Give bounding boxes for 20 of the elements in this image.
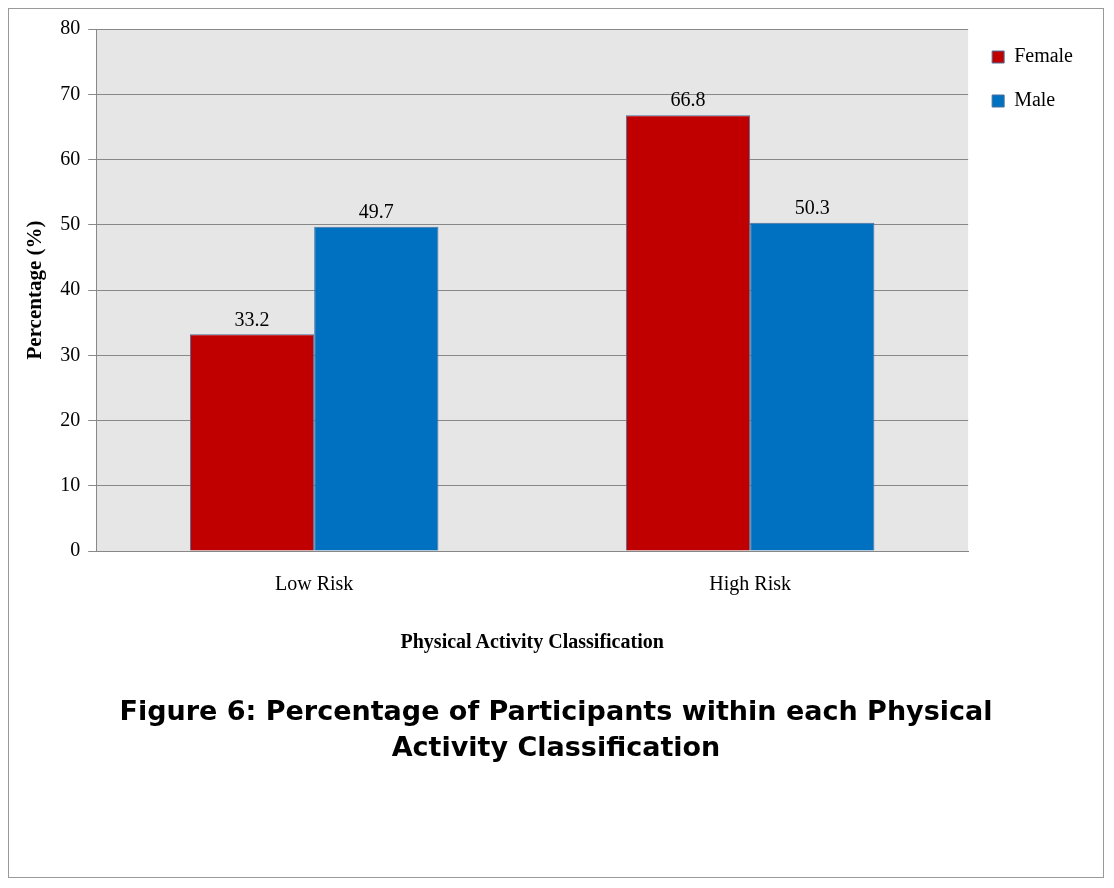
y-tick-label: 70 <box>60 81 81 104</box>
y-tick-label: 80 <box>60 16 81 39</box>
data-label: 50.3 <box>794 196 830 219</box>
data-label: 33.2 <box>234 307 270 330</box>
legend-label: Male <box>1014 88 1056 111</box>
data-label: 49.7 <box>358 199 394 222</box>
y-axis-title: Percentage (%) <box>22 220 47 360</box>
text: Figure 6: Percentage of Participants within each Physical Activity Classification <box>118 694 994 764</box>
y-tick-label: 10 <box>60 473 81 495</box>
x-axis-title: Physical Activity Classification <box>400 630 664 654</box>
y-tick-label: 20 <box>60 407 81 430</box>
y-tick-label: 50 <box>60 212 81 234</box>
y-tick-label: 30 <box>60 342 81 365</box>
y-tick-label: 40 <box>60 277 81 300</box>
x-tick-label: Low Risk <box>275 572 354 595</box>
data-label: 66.8 <box>670 88 706 111</box>
y-tick-label: 0 <box>70 538 81 561</box>
y-tick-label: 60 <box>60 146 81 169</box>
legend-label: Female <box>1014 44 1074 67</box>
x-tick-label: High Risk <box>709 572 791 596</box>
